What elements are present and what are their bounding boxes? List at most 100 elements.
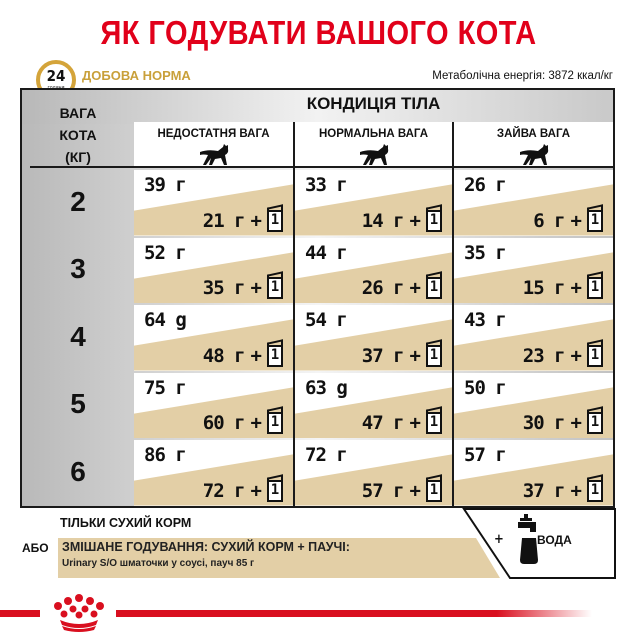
mixed-wedge [454, 251, 613, 303]
mixed-amount-group: 57 г +1 [362, 479, 442, 502]
legend-mixed-sub: Urinary S/O шматочки у соусі, пауч 85 г [62, 558, 255, 569]
mixed-amount: 48 г [202, 344, 246, 367]
mixed-amount-group: 6 г +1 [533, 209, 603, 232]
plus-sign: + [409, 209, 421, 232]
water-label: ВОДА [537, 533, 572, 547]
table-cell: 63 g 47 г +1 [295, 372, 452, 438]
header-divider [30, 166, 613, 168]
mixed-amount: 37 г [361, 344, 405, 367]
mixed-wedge [134, 454, 293, 506]
dry-amount: 86 г [144, 444, 187, 466]
cat-weight-header: ВАГА КОТА (КГ) [22, 102, 134, 168]
table-header-bg [22, 90, 613, 124]
plus-sign: + [570, 277, 582, 299]
weight-header-line: (КГ) [65, 149, 91, 165]
column-header-label: НОРМАЛЬНА ВАГА [318, 128, 429, 140]
mixed-amount: 23 г [522, 344, 566, 367]
dry-amount: 43 г [464, 309, 507, 331]
body-condition-header: КОНДИЦІЯ ТІЛА [306, 94, 441, 113]
water-plus: + [494, 532, 504, 547]
mixed-amount-group: 72 г +1 [202, 479, 283, 502]
plus-sign: + [409, 412, 421, 434]
mixed-wedge [295, 454, 452, 506]
legend-mixed: ЗМІШАНЕ ГОДУВАННЯ: СУХИЙ КОРМ + ПАУЧІ: [62, 540, 350, 554]
pouch-icon: 1 [426, 344, 442, 367]
metabolic-energy: Метаболічна енергія: 3872 ккал/кг [432, 70, 613, 82]
row-weight: 4 [70, 320, 86, 352]
dry-amount: 57 г [464, 444, 507, 466]
table-cell: 64 g 48 г +1 [134, 305, 293, 371]
plus-sign: + [250, 209, 262, 232]
mixed-amount-group: 26 г +1 [362, 277, 442, 299]
mixed-amount: 37 г [522, 479, 566, 502]
mixed-amount: 72 г [202, 479, 246, 502]
table-cell: 35 г 15 г +1 [454, 237, 613, 303]
row-weight: 2 [70, 185, 86, 217]
table-cell: 33 г 14 г +1 [295, 170, 452, 236]
mixed-amount: 14 г [361, 209, 405, 232]
dry-amount: 33 г [305, 174, 348, 196]
mixed-amount-group: 48 г +1 [202, 344, 283, 367]
row-weight: 5 [70, 388, 86, 420]
mixed-amount-group: 14 г +1 [361, 209, 442, 232]
table-cell: 39 г 21 г +1 [134, 170, 293, 236]
dry-amount: 50 г [464, 376, 507, 399]
cat-silhouette-icon [519, 144, 548, 165]
dry-amount: 35 г [464, 241, 507, 264]
dry-amount: 72 г [305, 444, 348, 466]
pouch-icon: 1 [267, 277, 283, 299]
plus-sign: + [570, 344, 582, 367]
weight-header-line: КОТА [59, 127, 97, 143]
mixed-amount: 6 г [533, 209, 565, 232]
row-weight: 3 [70, 253, 86, 285]
plus-sign: + [570, 209, 582, 232]
mixed-wedge [295, 251, 452, 303]
row-weight: 6 [70, 455, 86, 487]
plus-sign: + [409, 277, 421, 299]
plus-sign: + [250, 277, 262, 299]
plus-sign: + [409, 479, 421, 502]
mixed-wedge [295, 386, 452, 438]
pouch-icon: 1 [426, 209, 442, 232]
legend-mixed-band [58, 538, 500, 578]
mixed-amount-group: 37 г +1 [522, 479, 603, 502]
table-cell: 26 г 6 г +1 [454, 170, 613, 236]
column-header-label: ЗАЙВА ВАГА [496, 128, 571, 140]
pouch-icon: 1 [267, 344, 283, 367]
pouch-icon: 1 [587, 412, 603, 434]
table-cell: 57 г 37 г +1 [454, 440, 613, 506]
daily-norm-label: ДОБОВА НОРМА [82, 68, 191, 83]
cat-silhouette-icon [199, 144, 228, 165]
dry-amount: 26 г [464, 174, 507, 196]
mixed-wedge [134, 386, 293, 438]
dry-amount: 63 g [305, 376, 348, 399]
column-header-label: НЕДОСТАТНЯ ВАГА [157, 128, 270, 140]
plus-sign: + [570, 479, 582, 502]
pouch-icon: 1 [267, 209, 283, 232]
table-cell: 44 г 26 г +1 [295, 237, 452, 303]
mixed-amount-group: 37 г +1 [361, 344, 442, 367]
water-tap-icon [518, 514, 538, 564]
plus-sign: + [250, 344, 262, 367]
dry-amount: 39 г [144, 174, 187, 196]
mixed-amount: 30 г [522, 412, 566, 434]
table-cell: 72 г 57 г +1 [295, 440, 452, 506]
brand-bar-right [116, 610, 592, 617]
page-title: ЯК ГОДУВАТИ ВАШОГО КОТА [100, 14, 537, 51]
mixed-wedge [134, 184, 293, 236]
mixed-wedge [134, 319, 293, 371]
pouch-icon: 1 [267, 479, 283, 502]
clock-number: 24 [46, 67, 66, 85]
pouch-icon: 1 [426, 277, 442, 299]
pouch-icon: 1 [587, 479, 603, 502]
feeding-table: КОНДИЦІЯ ТІЛА ВАГА КОТА (КГ) НЕДОСТАТНЯ … [20, 88, 615, 508]
mixed-amount-group: 23 г +1 [522, 344, 603, 367]
mixed-amount: 35 г [202, 277, 246, 299]
mixed-amount: 60 г [202, 412, 246, 434]
mixed-amount-group: 35 г +1 [203, 277, 283, 299]
dry-amount: 75 г [144, 376, 187, 399]
water-box [462, 508, 616, 579]
pouch-icon: 1 [587, 277, 603, 299]
dry-amount: 54 г [305, 309, 348, 331]
table-cell: 86 г 72 г +1 [134, 440, 293, 506]
